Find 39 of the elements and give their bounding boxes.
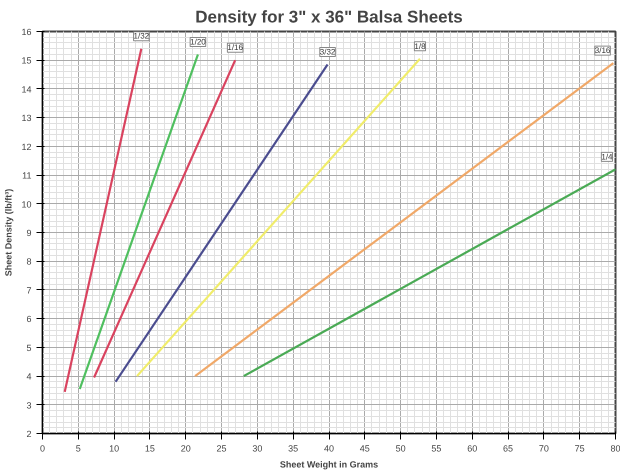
y-tick-label: 8 bbox=[26, 256, 32, 267]
x-tick-label: 35 bbox=[288, 444, 298, 454]
y-tick-label: 12 bbox=[21, 142, 32, 152]
y-tick-label: 6 bbox=[26, 314, 32, 324]
y-tick-label: 3 bbox=[26, 400, 32, 410]
x-tick-label: 50 bbox=[396, 444, 406, 454]
chart-title: Density for 3" x 36" Balsa Sheets bbox=[195, 8, 463, 26]
y-tick-label: 16 bbox=[21, 27, 32, 37]
x-tick-label: 70 bbox=[538, 444, 549, 454]
x-tick-label: 25 bbox=[216, 444, 227, 454]
x-tick-label: 55 bbox=[431, 444, 442, 454]
x-tick-label: 15 bbox=[144, 444, 155, 454]
x-tick-label: 80 bbox=[610, 444, 621, 454]
series-label: 3/32 bbox=[320, 48, 336, 57]
series-label: 1/32 bbox=[134, 32, 150, 41]
x-tick-label: 65 bbox=[503, 444, 514, 454]
y-tick-label: 5 bbox=[26, 342, 32, 353]
x-tick-label: 45 bbox=[360, 444, 370, 454]
y-axis-title: Sheet Density (lb/ft³) bbox=[3, 188, 14, 276]
x-tick-label: 20 bbox=[180, 444, 191, 454]
x-axis-title: Sheet Weight in Grams bbox=[280, 460, 378, 470]
y-tick-label: 4 bbox=[26, 372, 32, 382]
series-label: 3/16 bbox=[594, 46, 611, 56]
y-tick-label: 14 bbox=[21, 84, 32, 94]
y-tick-label: 7 bbox=[26, 285, 32, 296]
series-label: 1/20 bbox=[190, 37, 206, 46]
y-tick-label: 15 bbox=[21, 56, 32, 66]
x-tick-label: 75 bbox=[574, 444, 585, 454]
y-tick-label: 9 bbox=[26, 228, 32, 238]
x-tick-label: 10 bbox=[109, 444, 120, 454]
y-tick-label: 2 bbox=[26, 429, 32, 439]
y-tick-label: 11 bbox=[22, 170, 32, 181]
x-tick-label: 40 bbox=[324, 444, 334, 454]
x-tick-label: 30 bbox=[252, 444, 262, 454]
y-tick-label: 13 bbox=[21, 113, 32, 124]
y-tick-label: 10 bbox=[21, 199, 32, 210]
x-tick-label: 5 bbox=[76, 444, 81, 454]
x-tick-label: 60 bbox=[467, 444, 478, 454]
x-tick-label: 0 bbox=[40, 444, 46, 454]
